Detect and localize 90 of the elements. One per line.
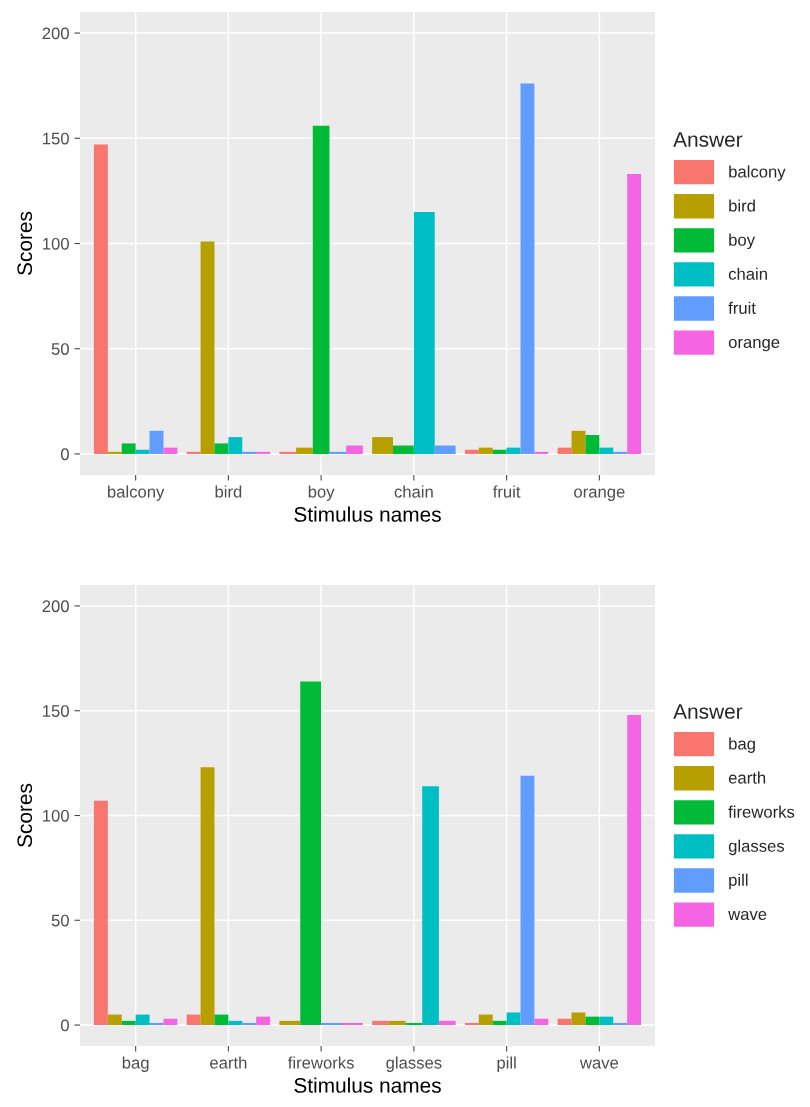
x-tick-label: chain	[394, 485, 433, 498]
bar	[149, 430, 164, 454]
y-axis-title: Scores	[17, 783, 33, 847]
bar	[506, 447, 521, 454]
y-axis-title: Scores	[17, 211, 33, 275]
bar	[613, 1022, 628, 1026]
legend-title: Answer	[673, 132, 743, 147]
bar	[135, 449, 150, 454]
legend-label: fruit	[728, 301, 756, 314]
bar	[200, 767, 215, 1026]
legend-label: earth	[728, 771, 766, 784]
x-tick-label: bag	[122, 1056, 149, 1072]
x-tick-label: earth	[210, 1056, 247, 1069]
legend-label: boy	[729, 233, 756, 250]
y-tick-label: 50	[51, 343, 69, 355]
bar	[557, 447, 572, 454]
bar	[627, 714, 642, 1026]
bar	[492, 449, 507, 454]
bar	[520, 775, 535, 1026]
bar	[228, 1020, 243, 1026]
legend-label: balcony	[729, 165, 786, 181]
x-tick-label: wave	[579, 1059, 619, 1069]
x-tick-label: boy	[308, 485, 335, 501]
bar	[571, 1012, 586, 1026]
x-axis-title: Stimulus names	[294, 506, 441, 522]
legend-label: pill	[729, 873, 748, 890]
bar	[492, 1020, 507, 1026]
bar	[557, 1018, 572, 1026]
y-tick-label: 100	[43, 237, 69, 250]
x-tick-label: fruit	[492, 485, 521, 498]
y-tick-label: 50	[51, 914, 69, 927]
bar	[121, 443, 136, 454]
bar	[585, 1016, 600, 1026]
legend-label: bird	[729, 199, 755, 212]
bar	[506, 1012, 521, 1026]
bar	[163, 1018, 178, 1026]
x-tick-label: fireworks	[288, 1056, 354, 1069]
legend-label: fireworks	[728, 805, 795, 818]
legend-label: bag	[729, 737, 755, 753]
bar	[478, 1014, 493, 1026]
bar	[534, 451, 549, 454]
legend-title: Answer	[673, 704, 743, 719]
bar	[613, 451, 628, 454]
bar	[228, 437, 243, 454]
bar	[464, 449, 479, 454]
legend-label: wave	[728, 910, 767, 921]
x-tick-label: balcony	[108, 485, 165, 501]
legend-label: orange	[728, 338, 780, 352]
bar	[149, 1022, 164, 1026]
bar	[93, 144, 108, 454]
bar	[93, 800, 108, 1026]
bar	[256, 451, 271, 454]
bar	[121, 1020, 136, 1026]
bar	[256, 1016, 271, 1026]
x-tick-label: pill	[497, 1056, 516, 1072]
bar	[571, 430, 586, 454]
bar	[464, 1022, 479, 1026]
y-tick-label: 150	[43, 705, 69, 717]
y-tick-label: 150	[43, 132, 69, 145]
bar	[520, 83, 535, 454]
legend-label: glasses	[728, 839, 785, 856]
bar	[242, 451, 257, 454]
x-axis-title: Stimulus names	[294, 1077, 441, 1093]
legend-label: chain	[728, 267, 767, 280]
bar	[585, 435, 600, 454]
x-tick-label: glasses	[386, 1056, 442, 1072]
bar	[135, 1014, 150, 1026]
y-tick-label: 100	[43, 809, 69, 822]
bar	[186, 451, 201, 454]
y-tick-label: 0	[60, 448, 69, 461]
bar	[186, 1014, 201, 1026]
bar	[107, 1014, 122, 1026]
bar	[372, 1020, 389, 1026]
x-tick-label: orange	[574, 488, 625, 501]
bar	[107, 451, 122, 454]
bar	[599, 447, 614, 454]
bar	[534, 1018, 549, 1026]
bar	[163, 447, 178, 454]
x-tick-label: bird	[215, 485, 242, 498]
bar	[478, 447, 493, 454]
bar	[214, 443, 229, 454]
bar	[627, 174, 642, 454]
bar	[200, 241, 215, 454]
bar	[242, 1022, 257, 1026]
y-tick-label: 0	[60, 1019, 69, 1032]
bar	[214, 1014, 229, 1026]
bar	[599, 1016, 614, 1026]
bar	[346, 445, 363, 454]
y-tick-label: 200	[42, 600, 69, 613]
y-tick-label: 200	[42, 27, 69, 40]
